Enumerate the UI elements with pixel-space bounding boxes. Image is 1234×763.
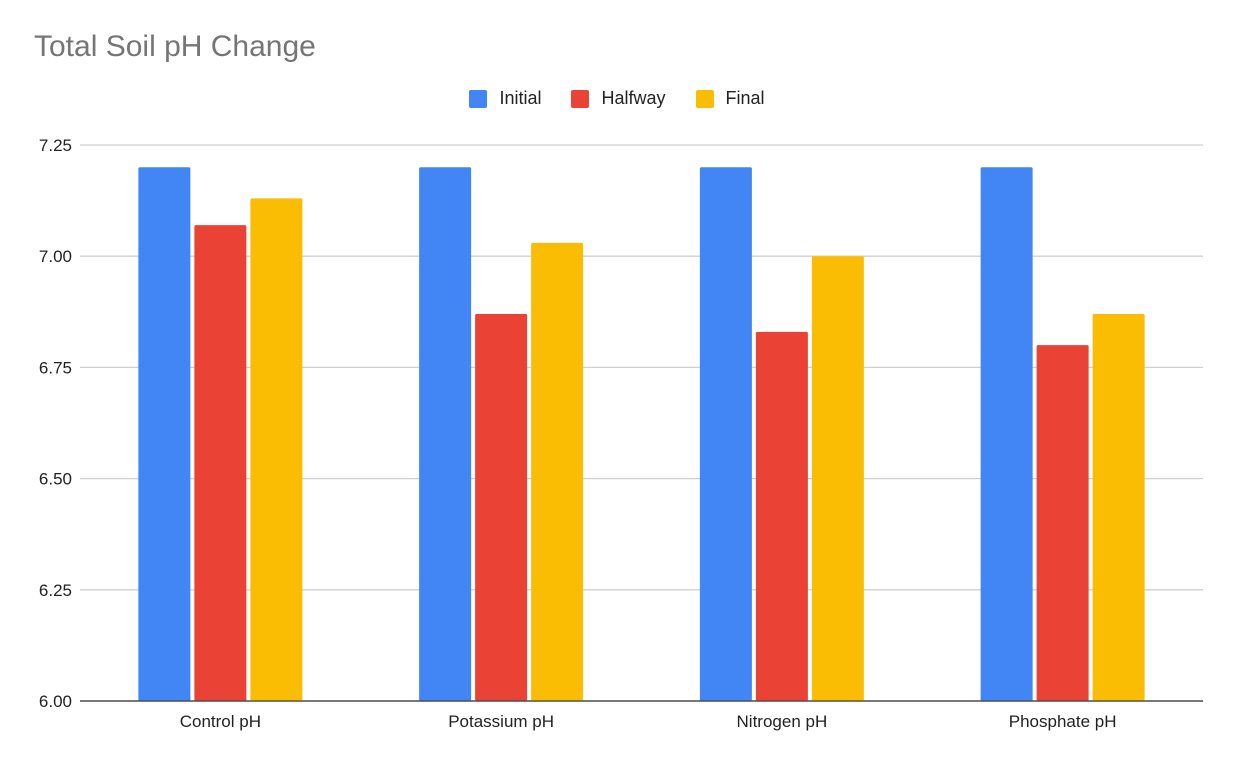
x-tick-label: Control pH: [180, 712, 261, 731]
bar-initial-0[interactable]: [138, 167, 191, 702]
chart-legend: Initial Halfway Final: [0, 88, 1234, 109]
legend-swatch: [695, 89, 714, 108]
bar-final-0[interactable]: [250, 198, 303, 701]
legend-label: Final: [725, 88, 765, 108]
bar-initial-3[interactable]: [980, 167, 1033, 702]
y-tick-label: 7.25: [39, 136, 72, 155]
bar-halfway-2[interactable]: [755, 331, 808, 701]
y-tick-label: 7.00: [39, 247, 72, 266]
x-tick-label: Nitrogen pH: [737, 712, 828, 731]
legend-entry-2[interactable]: Final: [695, 88, 765, 109]
legend-entry-0[interactable]: Initial: [469, 88, 541, 109]
y-tick-label: 6.25: [39, 581, 72, 600]
y-tick-label: 6.00: [39, 692, 72, 711]
bar-final-1[interactable]: [531, 242, 584, 701]
bar-initial-2[interactable]: [699, 167, 752, 702]
bar-initial-1[interactable]: [419, 167, 472, 702]
bar-halfway-0[interactable]: [194, 225, 247, 701]
bar-final-2[interactable]: [811, 256, 864, 701]
x-tick-label: Potassium pH: [448, 712, 554, 731]
bar-final-3[interactable]: [1092, 314, 1145, 701]
legend-label: Halfway: [601, 88, 666, 108]
legend-swatch: [571, 89, 590, 108]
legend-swatch: [469, 89, 488, 108]
bar-halfway-1[interactable]: [475, 314, 528, 701]
legend-entry-1[interactable]: Halfway: [571, 88, 666, 109]
y-tick-label: 6.75: [39, 358, 72, 377]
y-tick-label: 6.50: [39, 470, 72, 489]
legend-label: Initial: [499, 88, 542, 108]
x-tick-label: Phosphate pH: [1009, 712, 1117, 731]
bar-halfway-3[interactable]: [1036, 345, 1089, 701]
chart-title: Total Soil pH Change: [34, 30, 316, 63]
